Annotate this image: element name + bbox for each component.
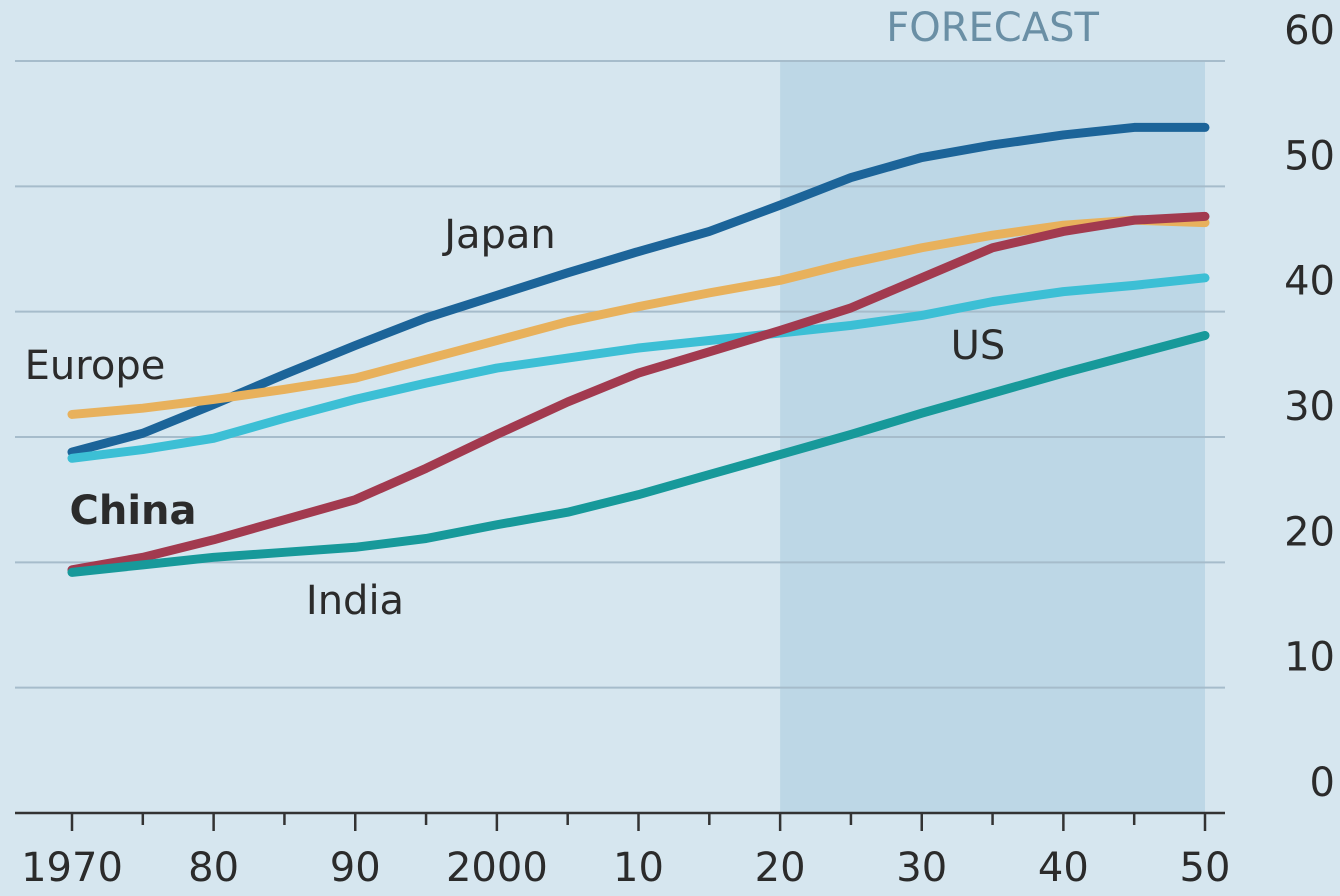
y-tick-label: 10 (1284, 635, 1335, 681)
series-label: US (951, 323, 1006, 369)
series-label: Japan (441, 212, 556, 258)
x-tick-label: 10 (613, 845, 664, 891)
x-tick-label: 40 (1038, 845, 1089, 891)
y-tick-label: 20 (1284, 509, 1335, 555)
x-tick-label: 1970 (21, 845, 123, 891)
y-tick-label: 0 (1310, 760, 1335, 806)
series-label: India (306, 578, 404, 624)
series-label: China (69, 488, 196, 534)
series-line (67, 273, 1210, 463)
series-line (67, 211, 1210, 575)
y-tick-label: 50 (1284, 133, 1335, 179)
series-line (67, 122, 1210, 457)
x-tick-label: 50 (1180, 845, 1231, 891)
x-tick-label: 30 (896, 845, 947, 891)
x-tick-label: 2000 (446, 845, 548, 891)
x-tick-label: 20 (755, 845, 806, 891)
y-tick-label: 30 (1284, 384, 1335, 430)
series-line (67, 215, 1210, 419)
forecast-label: FORECAST (886, 5, 1099, 51)
series-label: Europe (25, 343, 166, 389)
y-tick-label: 60 (1284, 8, 1335, 54)
x-tick-label: 80 (188, 845, 239, 891)
series-line (67, 330, 1210, 577)
y-tick-label: 40 (1284, 259, 1335, 305)
x-tick-label: 90 (330, 845, 381, 891)
